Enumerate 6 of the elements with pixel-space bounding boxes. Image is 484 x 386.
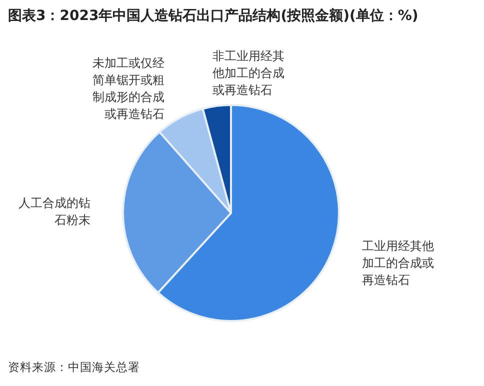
- slice-label: 人工合成的钻石粉末: [18, 194, 91, 229]
- slice-label: 非工业用经其他加工的合成或再造钻石: [212, 48, 286, 100]
- slice-label: 未加工或仅经简单锯开或粗制成形的合成或再造钻石: [92, 55, 165, 124]
- slice-label: 工业用经其他加工的合成或再造钻石: [362, 238, 435, 290]
- text: 资料来源：中国海关总署: [8, 360, 140, 375]
- chart-title: 图表3：2023年中国人造钻石出口产品结构(按照金额)(单位：%): [8, 6, 420, 26]
